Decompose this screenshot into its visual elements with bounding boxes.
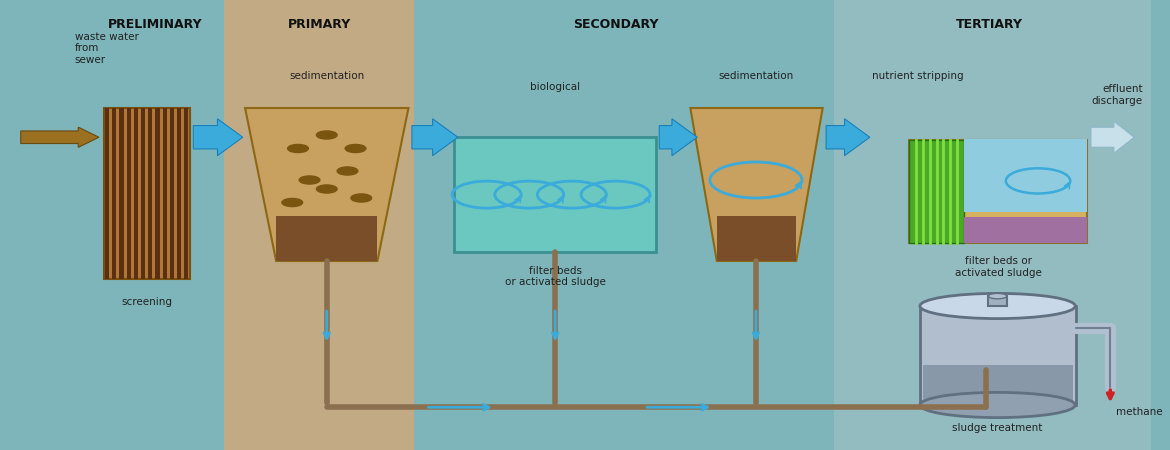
- FancyArrow shape: [21, 127, 99, 148]
- Bar: [149, 108, 152, 279]
- Circle shape: [300, 176, 319, 184]
- FancyArrow shape: [659, 119, 697, 156]
- Polygon shape: [690, 108, 823, 261]
- Circle shape: [337, 167, 358, 175]
- Bar: [225, 0, 414, 450]
- Bar: [923, 364, 1074, 404]
- Polygon shape: [245, 108, 408, 261]
- Bar: [126, 108, 131, 279]
- Text: PRIMARY: PRIMARY: [288, 18, 351, 31]
- Text: filter beds
or activated sludge: filter beds or activated sludge: [504, 266, 606, 287]
- Bar: [112, 108, 116, 279]
- Circle shape: [316, 185, 337, 193]
- Text: nutrient stripping: nutrient stripping: [872, 71, 964, 81]
- Circle shape: [351, 194, 372, 202]
- Circle shape: [288, 144, 309, 153]
- Bar: [119, 108, 124, 279]
- Bar: [156, 108, 159, 279]
- FancyArrow shape: [412, 119, 457, 156]
- Circle shape: [282, 198, 303, 207]
- Text: effluent
discharge: effluent discharge: [1092, 84, 1143, 106]
- Text: sludge treatment: sludge treatment: [952, 423, 1042, 433]
- Circle shape: [316, 131, 337, 139]
- Bar: [909, 140, 964, 243]
- Bar: [454, 137, 656, 252]
- Text: PRELIMINARY: PRELIMINARY: [108, 18, 202, 31]
- Bar: [834, 0, 1150, 450]
- Bar: [163, 108, 167, 279]
- Text: sedimentation: sedimentation: [289, 71, 364, 81]
- Text: sedimentation: sedimentation: [718, 71, 793, 81]
- Text: filter beds or
activated sludge: filter beds or activated sludge: [955, 256, 1041, 278]
- Bar: [170, 108, 174, 279]
- Polygon shape: [276, 216, 378, 261]
- FancyArrow shape: [193, 119, 242, 156]
- Ellipse shape: [920, 293, 1075, 319]
- Circle shape: [345, 144, 366, 153]
- Bar: [104, 108, 190, 279]
- Ellipse shape: [989, 293, 1006, 299]
- FancyArrow shape: [1090, 121, 1135, 153]
- Text: screening: screening: [122, 297, 172, 307]
- Bar: [177, 108, 181, 279]
- Ellipse shape: [920, 392, 1075, 418]
- Text: SECONDARY: SECONDARY: [573, 18, 659, 31]
- Bar: [184, 108, 188, 279]
- FancyArrow shape: [826, 119, 869, 156]
- Bar: [142, 108, 145, 279]
- Bar: [989, 296, 1006, 306]
- Polygon shape: [717, 216, 797, 261]
- Bar: [921, 306, 1075, 405]
- Bar: [133, 108, 138, 279]
- Bar: [909, 140, 1087, 243]
- Text: methane: methane: [1116, 407, 1163, 418]
- Bar: [105, 108, 109, 279]
- Text: waste water
from
sewer: waste water from sewer: [75, 32, 139, 65]
- Text: TERTIARY: TERTIARY: [956, 18, 1023, 31]
- Bar: [964, 217, 1087, 243]
- Text: biological: biological: [530, 82, 580, 92]
- Bar: [964, 140, 1087, 212]
